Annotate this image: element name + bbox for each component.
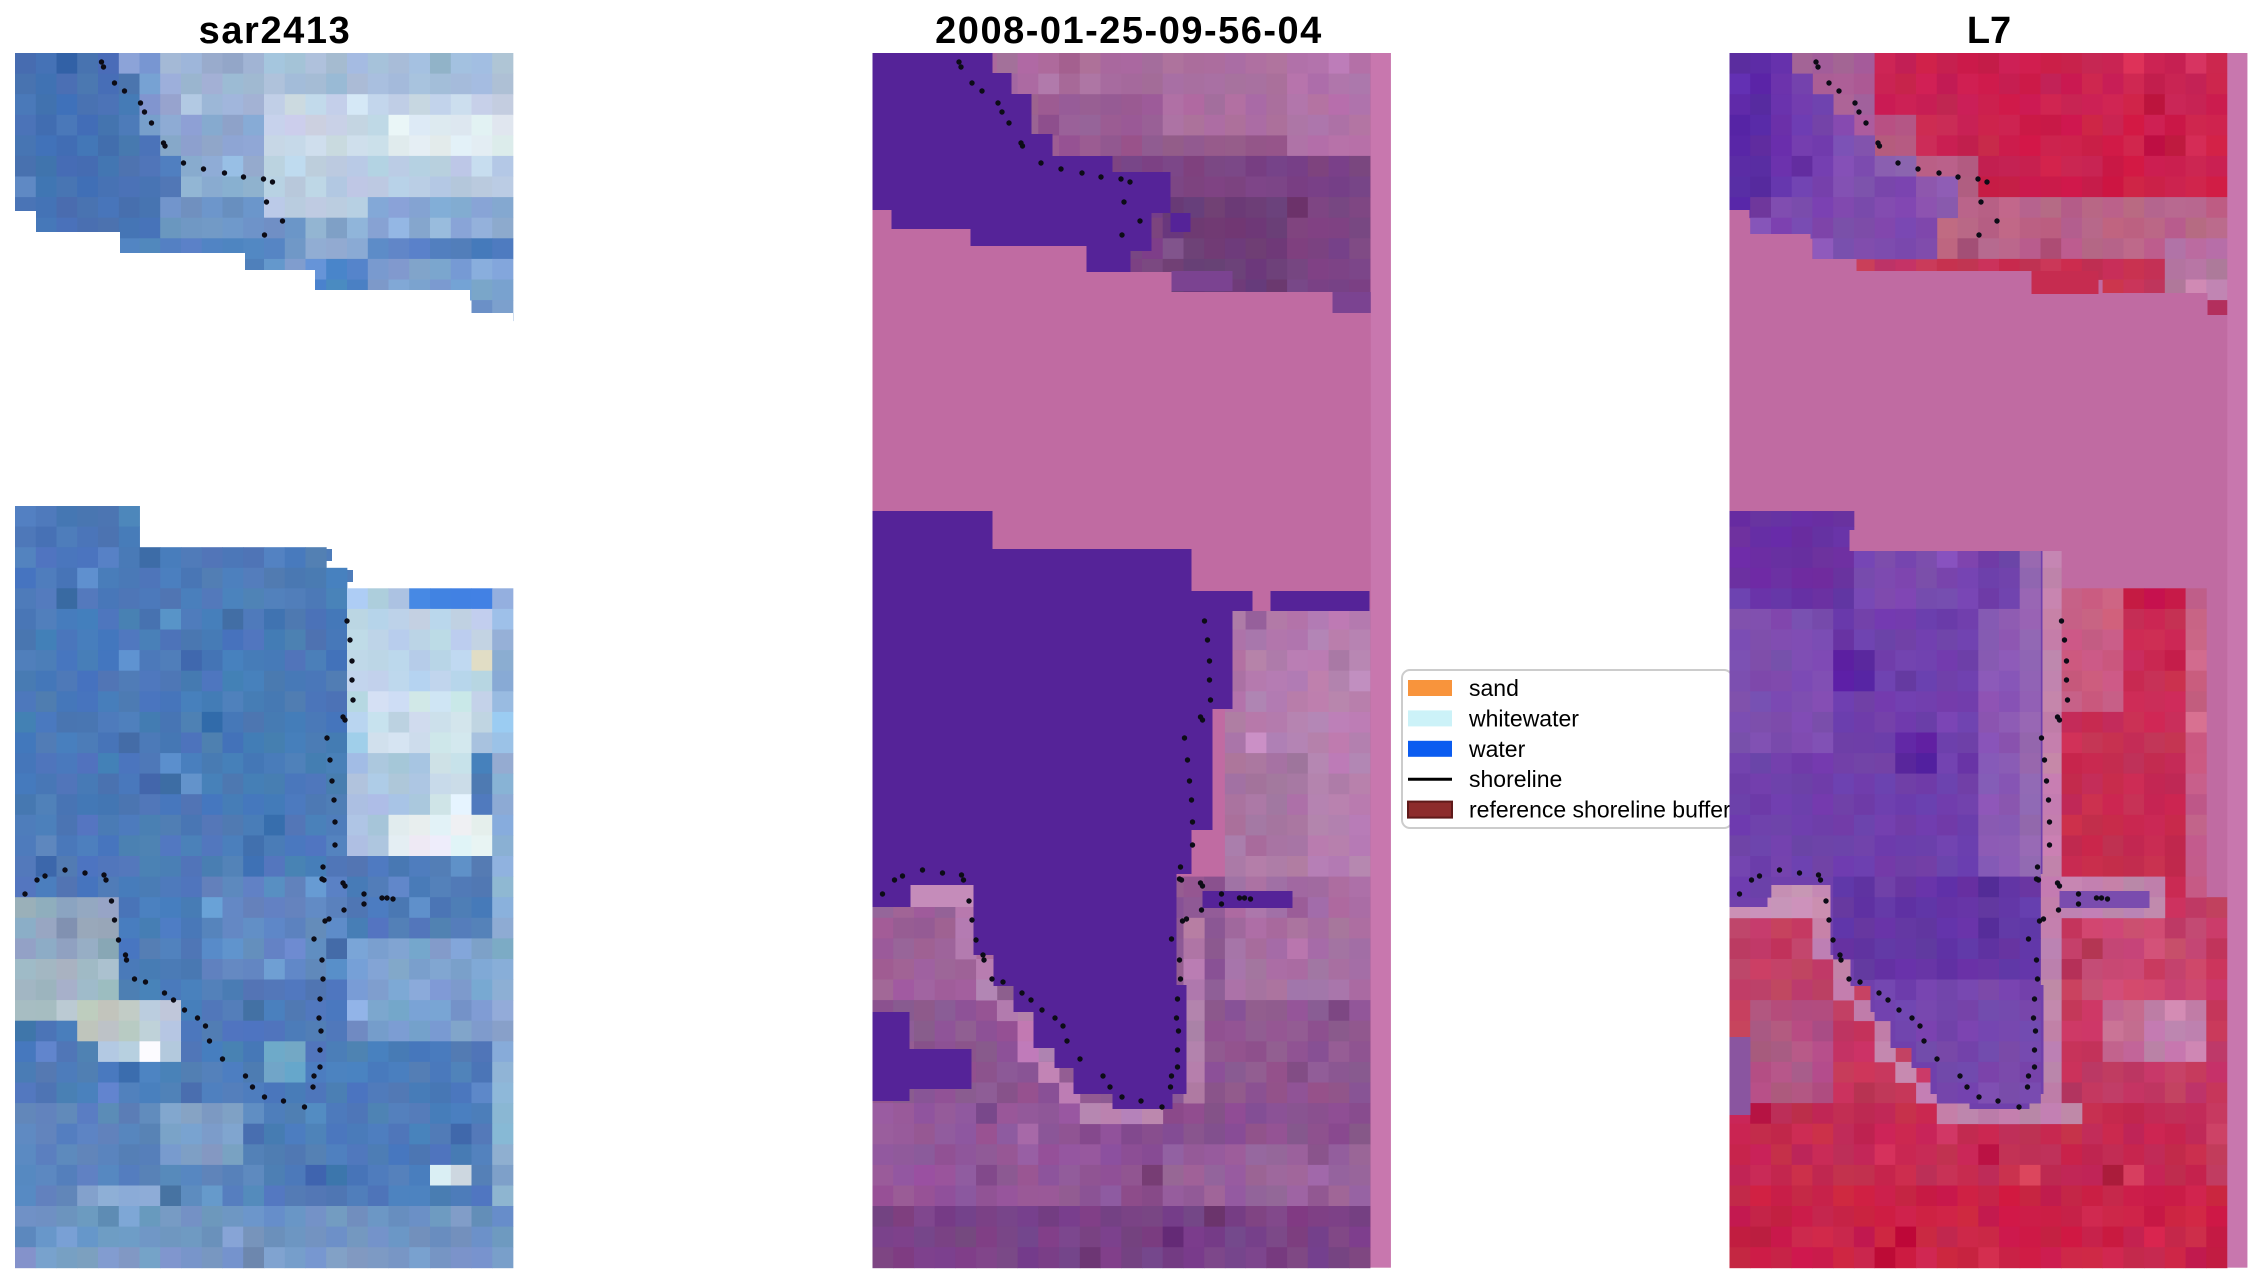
svg-text:shoreline: shoreline: [1469, 766, 1562, 792]
svg-text:sand: sand: [1469, 675, 1519, 701]
svg-text:sar2413: sar2413: [199, 10, 352, 52]
svg-text:reference shoreline buffer: reference shoreline buffer: [1469, 797, 1731, 823]
svg-text:L7: L7: [1967, 10, 2011, 52]
svg-text:water: water: [1468, 736, 1526, 762]
svg-text:2008-01-25-09-56-04: 2008-01-25-09-56-04: [935, 10, 1323, 52]
svg-text:whitewater: whitewater: [1468, 705, 1579, 731]
